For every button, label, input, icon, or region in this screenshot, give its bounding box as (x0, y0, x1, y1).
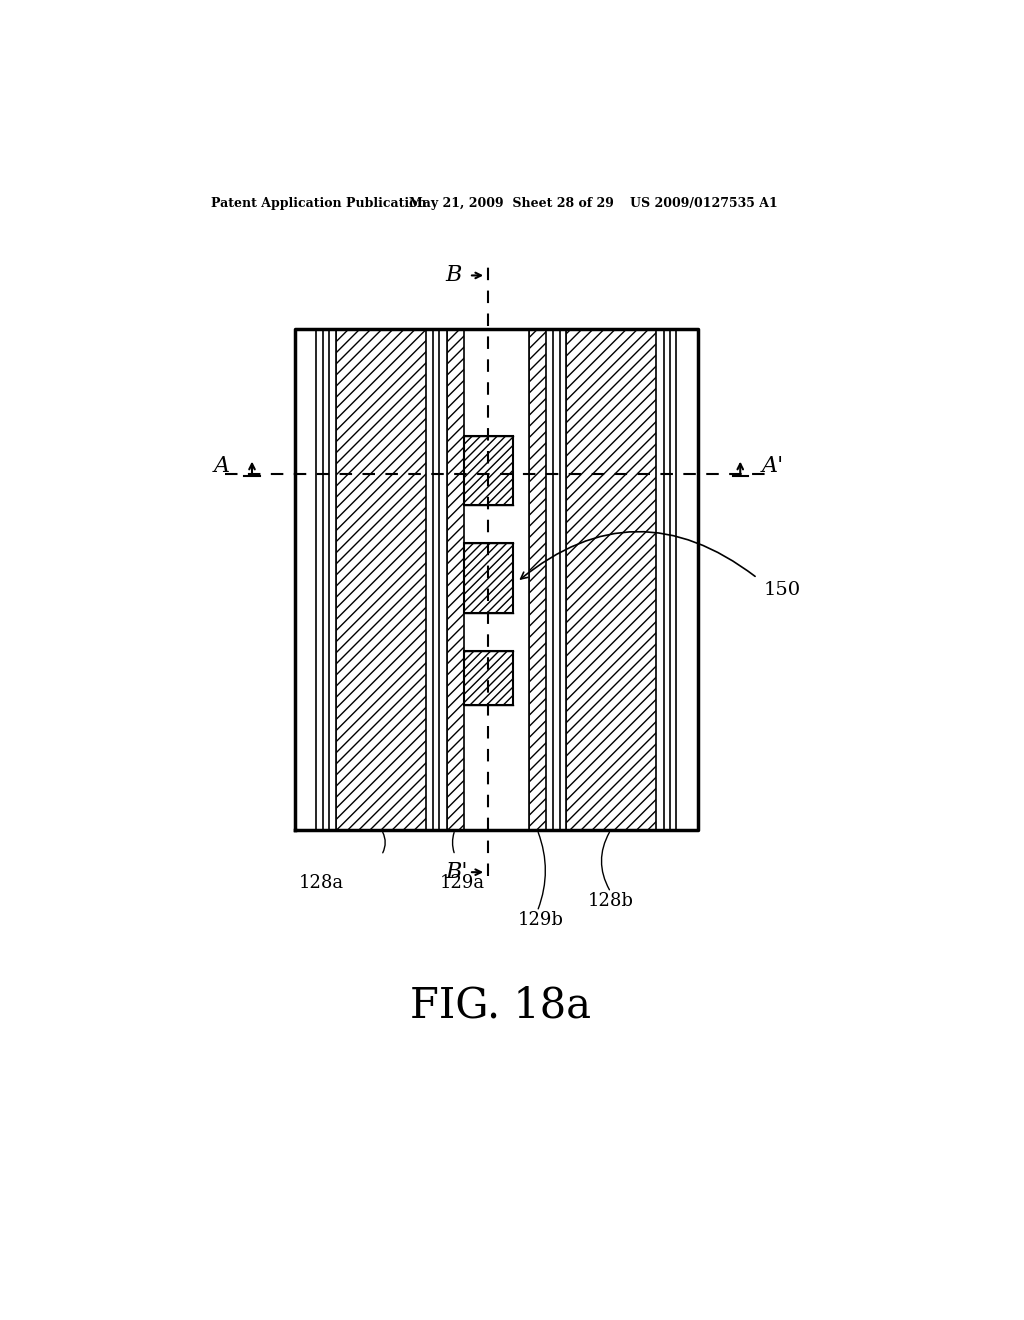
Text: May 21, 2009  Sheet 28 of 29: May 21, 2009 Sheet 28 of 29 (409, 197, 613, 210)
Text: FIG. 18a: FIG. 18a (410, 985, 591, 1027)
Bar (337, 330, 426, 830)
Bar (546, 330, 566, 830)
Bar (655, 330, 697, 830)
Bar (464, 544, 513, 612)
Bar (295, 330, 697, 830)
Text: B': B' (445, 861, 468, 883)
Bar (295, 330, 337, 830)
Text: A': A' (762, 455, 784, 478)
Text: A: A (214, 455, 230, 478)
Bar (426, 330, 446, 830)
Text: Patent Application Publication: Patent Application Publication (211, 197, 426, 210)
Text: 129b: 129b (518, 911, 564, 929)
Bar (446, 330, 464, 830)
Bar (464, 436, 513, 506)
Bar (464, 651, 513, 705)
Text: 128a: 128a (298, 875, 343, 892)
Bar (464, 330, 513, 830)
Text: 128b: 128b (588, 892, 634, 911)
Text: 150: 150 (764, 581, 801, 598)
Bar (566, 330, 655, 830)
Text: B: B (445, 264, 462, 286)
Bar (528, 330, 546, 830)
FancyArrowPatch shape (520, 532, 755, 579)
Text: US 2009/0127535 A1: US 2009/0127535 A1 (630, 197, 778, 210)
Text: 129a: 129a (440, 875, 485, 892)
